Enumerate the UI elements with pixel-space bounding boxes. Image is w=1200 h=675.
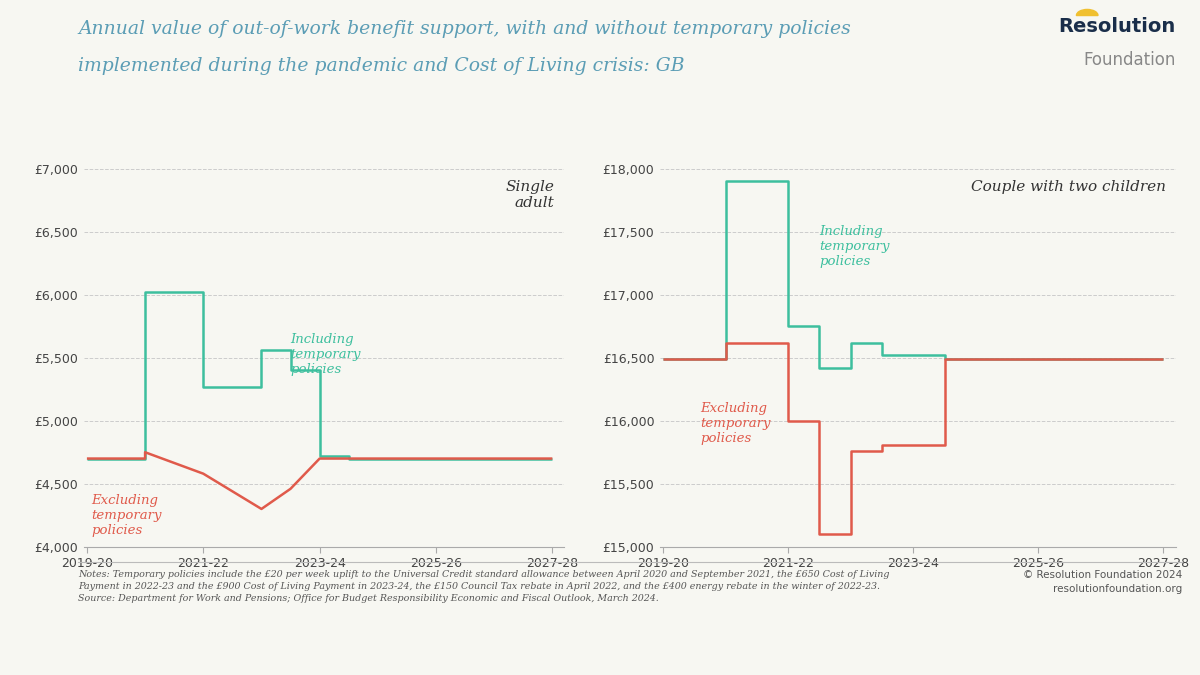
Text: Excluding
temporary
policies: Excluding temporary policies xyxy=(701,402,772,445)
Text: © Resolution Foundation 2024
resolutionfoundation.org: © Resolution Foundation 2024 resolutionf… xyxy=(1022,570,1182,595)
Text: Notes: Temporary policies include the £20 per week uplift to the Universal Credi: Notes: Temporary policies include the £2… xyxy=(78,570,889,603)
Text: Resolution: Resolution xyxy=(1058,17,1176,36)
Text: Couple with two children: Couple with two children xyxy=(971,180,1165,194)
Text: Including
temporary
policies: Including temporary policies xyxy=(290,333,361,375)
Text: implemented during the pandemic and Cost of Living crisis: GB: implemented during the pandemic and Cost… xyxy=(78,57,684,76)
Text: Annual value of out-of-work benefit support, with and without temporary policies: Annual value of out-of-work benefit supp… xyxy=(78,20,851,38)
Text: Single
adult: Single adult xyxy=(505,180,554,211)
Text: Excluding
temporary
policies: Excluding temporary policies xyxy=(91,494,162,537)
Text: Including
temporary
policies: Including temporary policies xyxy=(820,225,890,269)
Text: Foundation: Foundation xyxy=(1084,51,1176,69)
